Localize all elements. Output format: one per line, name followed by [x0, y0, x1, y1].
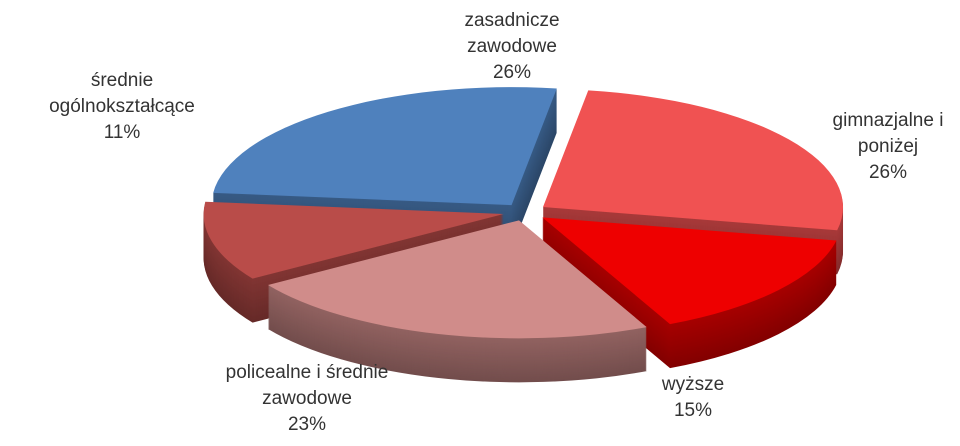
value-label: 11%	[103, 122, 141, 143]
slice-label: gimnazjalne i poniżej 26%	[829, 108, 947, 186]
slice-label: zasadnicze zawodowe 26%	[447, 8, 577, 86]
slice	[268, 220, 647, 383]
slice-top	[268, 220, 647, 339]
slice-top	[543, 90, 844, 231]
category-label: gimnazjalne i poniżej	[832, 110, 944, 157]
value-label: 26%	[492, 62, 532, 83]
slice-top	[213, 87, 557, 206]
slice-top	[203, 201, 504, 279]
category-label: wyższe	[661, 374, 725, 395]
value-label: 23%	[287, 414, 327, 435]
category-label: zasadnicze zawodowe	[464, 10, 560, 57]
slice	[542, 217, 837, 369]
value-label: 15%	[673, 400, 713, 421]
category-label: średnie ogólnokształcące	[49, 70, 195, 117]
slice-label: policealne i średnie zawodowe 23%	[200, 360, 415, 438]
slice-label: wyższe 15%	[633, 372, 753, 424]
slice-top	[542, 217, 837, 325]
slice-label: średnie ogólnokształcące 11%	[27, 68, 217, 146]
value-label: 26%	[868, 162, 908, 183]
category-label: policealne i średnie zawodowe	[225, 362, 389, 409]
